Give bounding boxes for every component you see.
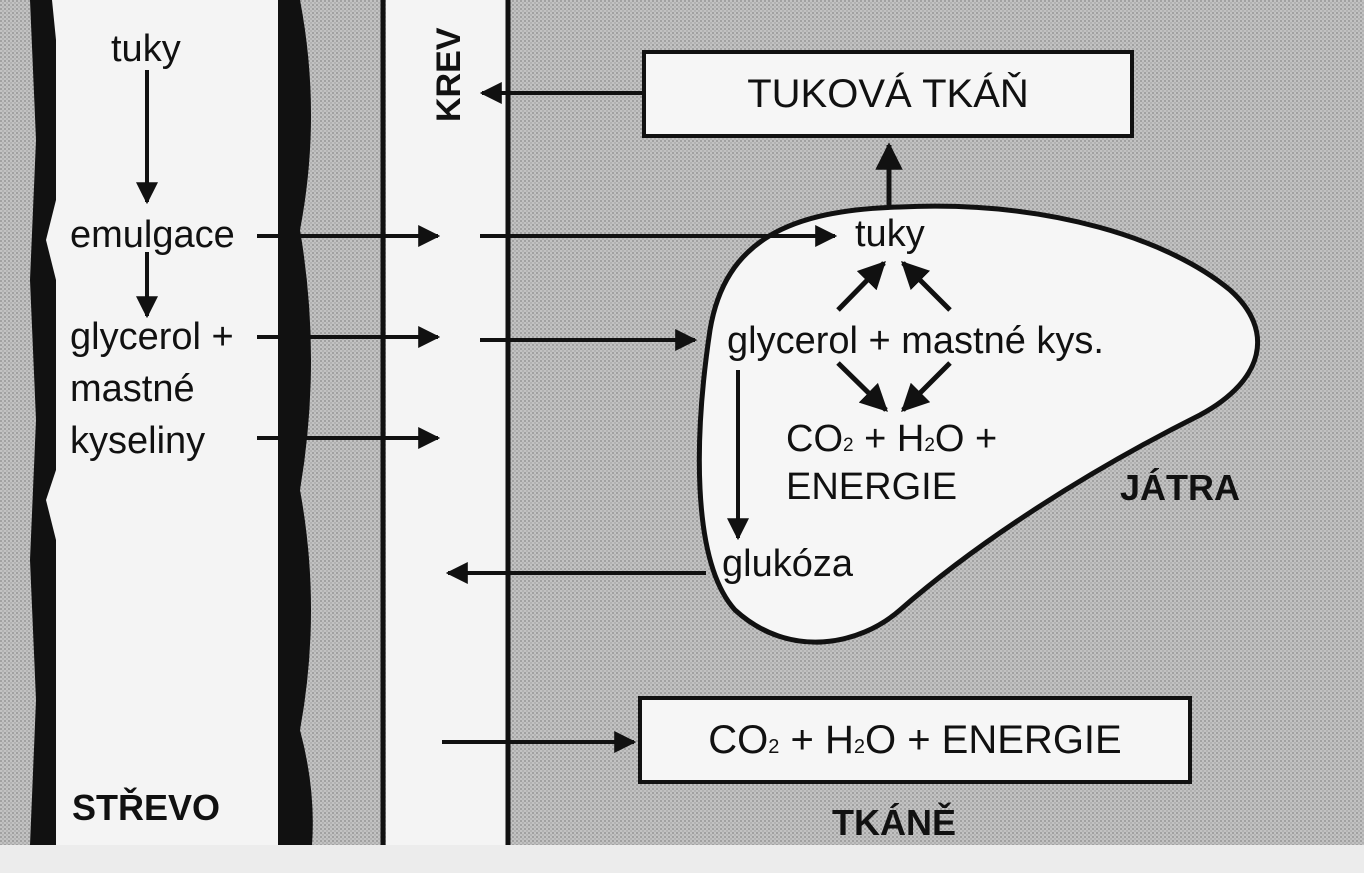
bottom-strip [0,845,1364,873]
tissues-title: TKÁNĚ [832,802,956,843]
arrow-glycerol-to-energy-left [836,361,888,412]
intestine-fatty-label: mastné [70,368,195,410]
arrow-glycerol-to-fats-left [836,261,886,312]
liver-products-line: CO2 + H2O + [786,418,998,460]
liver-outline [696,203,1261,645]
liver-fats-label: tuky [855,213,925,255]
intestine-title: STŘEVO [72,787,221,828]
liver-glucose-label: glukóza [722,543,853,585]
intestine-acids-label: kyseliny [70,420,206,462]
intestine-lumen [40,0,295,845]
intestine-glycerol-label: glycerol + [70,316,234,358]
tissues-box: CO2 + H2O + ENERGIE [638,696,1192,784]
arrow-glycerol-to-fats-right [901,261,952,312]
blood-vessel [386,0,508,845]
intestine-emulsion-label: emulgace [70,214,235,256]
intestine-fats-label: tuky [111,28,181,70]
adipose-tissue-box: TUKOVÁ TKÁŇ [642,50,1134,138]
adipose-tissue-label: TUKOVÁ TKÁŇ [747,71,1029,116]
liver-title: JÁTRA [1120,467,1241,508]
liver-glycerol-label: glycerol + mastné kys. [727,320,1104,362]
arrow-glycerol-to-energy-right [901,361,952,412]
intestine-wall-right [278,0,313,845]
tissues-products-label: CO2 + H2O + ENERGIE [708,717,1122,762]
blood-title: KREV [430,27,468,122]
liver-energy-label: ENERGIE [786,466,958,508]
intestine-wall-left [30,0,56,845]
